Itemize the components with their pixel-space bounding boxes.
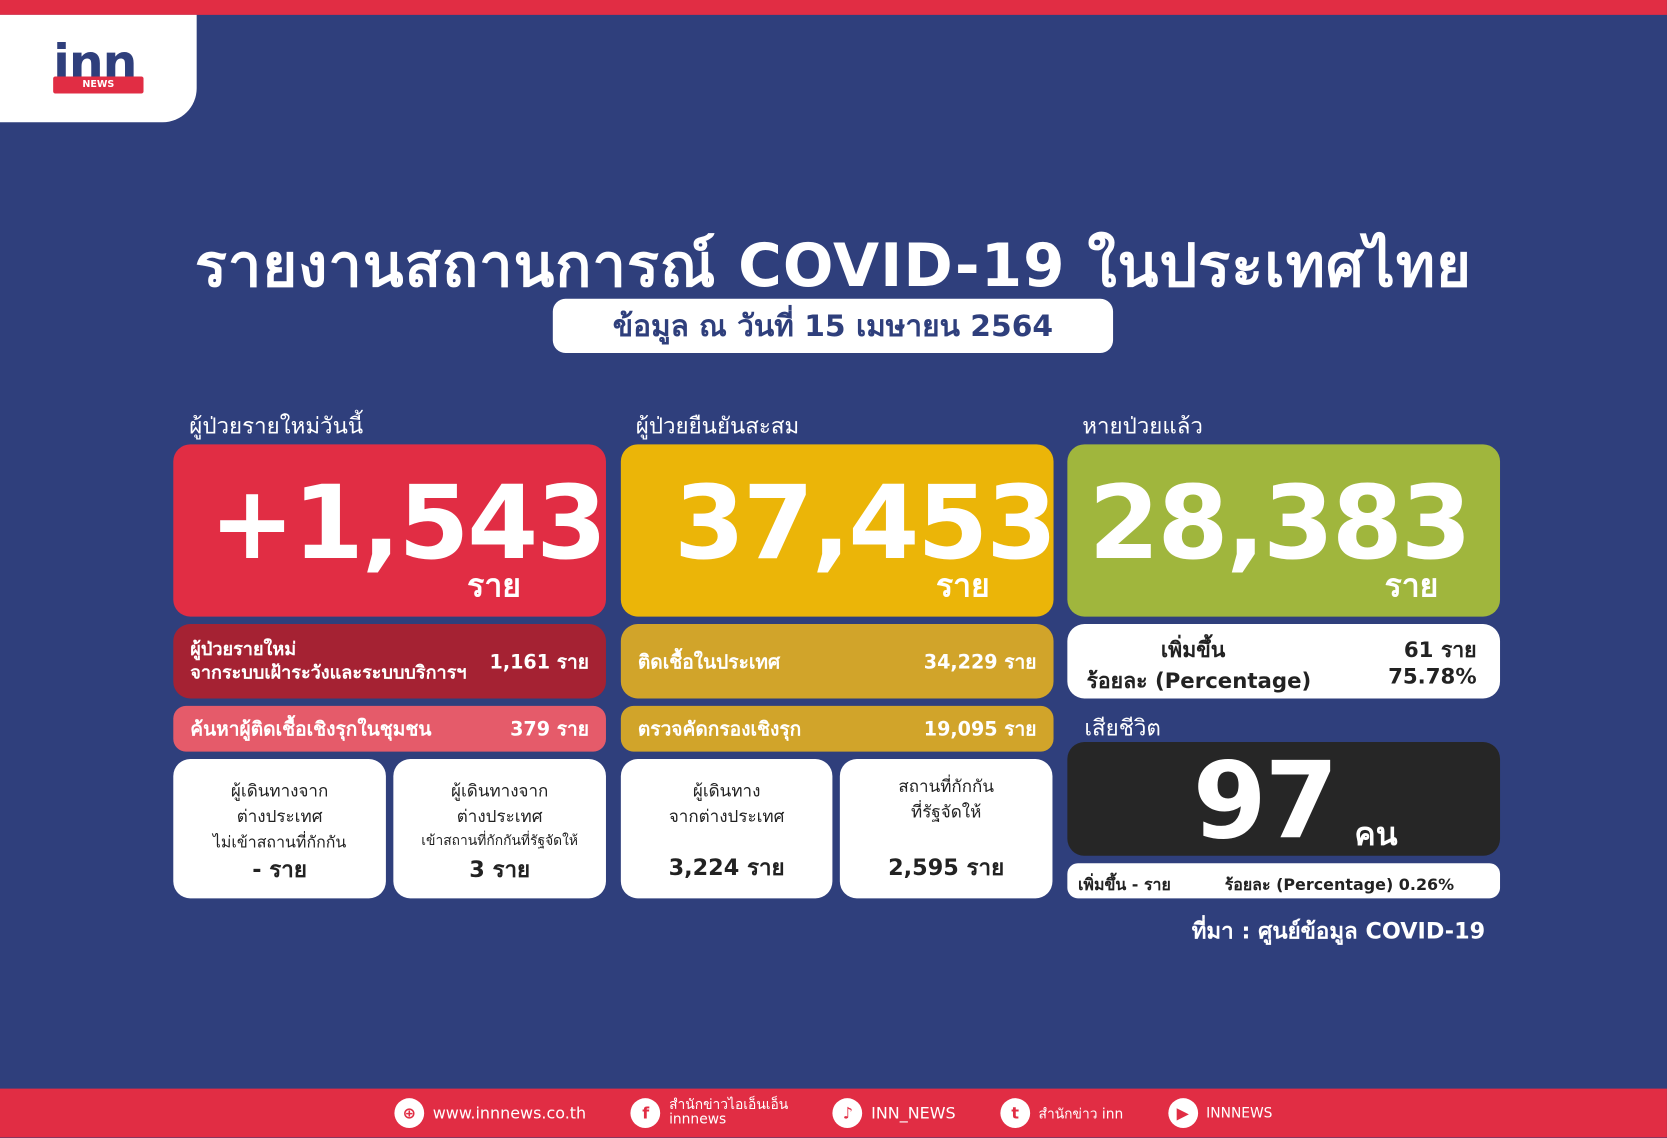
recovered-increase-value: 61 ราย xyxy=(1403,636,1477,663)
footer-facebook[interactable]: f สำนักข่าวไอเอ็นเอ็น innnews xyxy=(630,1097,789,1128)
card-value: 2,595 ราย xyxy=(888,854,1005,881)
card-line: ไม่เข้าสถานที่กักกัน xyxy=(212,832,347,852)
community-label: ค้นหาผู้ติดเชื้อเชิงรุกในชุมชน xyxy=(190,718,432,741)
new-cases-value: +1,543 xyxy=(209,463,607,583)
recovered-pct-value: 75.78% xyxy=(1388,663,1477,689)
source-text: ที่มา : ศูนย์ข้อมูล COVID-19 xyxy=(1191,918,1486,945)
globe-icon: ⊕ xyxy=(394,1098,425,1128)
recovered-unit: ราย xyxy=(1384,567,1439,605)
recovered-pct-label: ร้อยละ (Percentage) xyxy=(1086,667,1312,694)
card-value: 3 ราย xyxy=(469,856,531,883)
footer-text: สำนักข่าวไอเอ็นเอ็น xyxy=(669,1097,789,1114)
page-title: รายงานสถานการณ์ COVID-19 ในประเทศไทย xyxy=(194,231,1473,301)
recovered-increase-label: เพิ่มขึ้น xyxy=(1160,636,1226,663)
logo-sub: NEWS xyxy=(53,76,144,94)
youtube-icon: ▶ xyxy=(1167,1098,1198,1128)
footer-tiktok[interactable]: ♪ INN_NEWS xyxy=(832,1098,956,1128)
facebook-icon: f xyxy=(630,1098,661,1128)
card-value: 3,224 ราย xyxy=(668,854,785,881)
deaths-unit: คน xyxy=(1354,816,1398,854)
card-line: ผู้เดินทางจาก xyxy=(230,780,329,801)
domestic-label: ติดเชื้อในประเทศ xyxy=(637,651,781,674)
community-card: ค้นหาผู้ติดเชื้อเชิงรุกในชุมชน 379 ราย xyxy=(173,705,606,752)
surveillance-value: 1,161 ราย xyxy=(489,651,589,674)
deaths-increase: เพิ่มขึ้น - ราย xyxy=(1077,874,1171,895)
card-line: ต่างประเทศ xyxy=(456,805,543,827)
card-line: จากต่างประเทศ xyxy=(668,805,785,827)
card-line: สถานที่กักกัน xyxy=(898,776,994,797)
new-cases-card: +1,543 ราย xyxy=(173,444,607,617)
deaths-card: 97 คน xyxy=(1067,738,1501,864)
cumulative-label: ผู้ป่วยยืนยันสะสม xyxy=(635,413,800,440)
date-badge: ข้อมูล ณ วันที่ 15 เมษายน 2564 xyxy=(552,298,1114,353)
recovered-label: หายป่วยแล้ว xyxy=(1082,413,1203,440)
surveillance-card: ผู้ป่วยรายใหม่ จากระบบเฝ้าระวังและระบบบร… xyxy=(173,624,606,699)
card-value: - ราย xyxy=(252,856,307,883)
deaths-label: เสียชีวิต xyxy=(1084,715,1161,741)
footer-text: www.innnews.co.th xyxy=(432,1103,587,1123)
deaths-pct: ร้อยละ (Percentage) 0.26% xyxy=(1224,874,1455,895)
cumulative-card: 37,453 ราย xyxy=(620,444,1057,617)
active-screening-card: ตรวจคัดกรองเชิงรุก 19,095 ราย xyxy=(620,705,1054,752)
tiktok-icon: ♪ xyxy=(832,1098,863,1128)
footer-text: innnews xyxy=(669,1112,727,1128)
footer: ⊕ www.innnews.co.th f สำนักข่าวไอเอ็นเอ็… xyxy=(0,1088,1667,1138)
state-quarantine-card: สถานที่กักกัน ที่รัฐจัดให้ 2,595 ราย xyxy=(839,759,1053,899)
deaths-value: 97 xyxy=(1192,738,1339,864)
abroad-no-quarantine-card: ผู้เดินทางจาก ต่างประเทศ ไม่เข้าสถานที่ก… xyxy=(173,759,386,899)
abroad-quarantine-card: ผู้เดินทางจาก ต่างประเทศ เข้าสถานที่กักก… xyxy=(393,759,606,899)
domestic-value: 34,229 ราย xyxy=(923,651,1037,674)
footer-text: INNNEWS xyxy=(1206,1105,1273,1122)
recovered-detail-card: เพิ่มขึ้น 61 ราย ร้อยละ (Percentage) 75.… xyxy=(1067,624,1501,699)
cumulative-value: 37,453 xyxy=(674,463,1057,583)
new-cases-label: ผู้ป่วยรายใหม่วันนี้ xyxy=(189,413,364,440)
surveillance-line2: จากระบบเฝ้าระวังและระบบบริการฯ xyxy=(190,662,467,684)
footer-youtube[interactable]: ▶ INNNEWS xyxy=(1167,1098,1273,1128)
inn-news-logo: inn NEWS xyxy=(0,14,197,123)
new-cases-unit: ราย xyxy=(467,567,521,605)
cumulative-unit: ราย xyxy=(936,567,990,605)
card-line: ที่รัฐจัดให้ xyxy=(911,801,982,822)
surveillance-line1: ผู้ป่วยรายใหม่ xyxy=(190,638,297,661)
recovered-card: 28,383 ราย xyxy=(1067,444,1501,617)
top-bar xyxy=(0,0,1667,15)
card-line: ผู้เดินทาง xyxy=(692,780,761,801)
card-line: เข้าสถานที่กักกันที่รัฐจัดให้ xyxy=(421,833,579,850)
travelers-card: ผู้เดินทาง จากต่างประเทศ 3,224 ราย xyxy=(620,759,833,899)
deaths-detail: เพิ่มขึ้น - ราย ร้อยละ (Percentage) 0.26… xyxy=(1067,863,1501,899)
footer-text: สำนักข่าว inn xyxy=(1038,1106,1124,1123)
card-line: ต่างประเทศ xyxy=(236,805,323,827)
footer-twitter[interactable]: t สำนักข่าว inn xyxy=(1000,1098,1123,1128)
active-screening-label: ตรวจคัดกรองเชิงรุก xyxy=(637,718,802,741)
community-value: 379 ราย xyxy=(510,718,589,741)
footer-text: INN_NEWS xyxy=(871,1103,956,1123)
card-line: ผู้เดินทางจาก xyxy=(450,780,549,801)
domestic-card: ติดเชื้อในประเทศ 34,229 ราย xyxy=(620,624,1054,699)
recovered-value: 28,383 xyxy=(1088,463,1472,583)
twitter-icon: t xyxy=(1000,1098,1031,1128)
active-screening-value: 19,095 ราย xyxy=(923,718,1037,741)
footer-website[interactable]: ⊕ www.innnews.co.th xyxy=(394,1098,586,1128)
